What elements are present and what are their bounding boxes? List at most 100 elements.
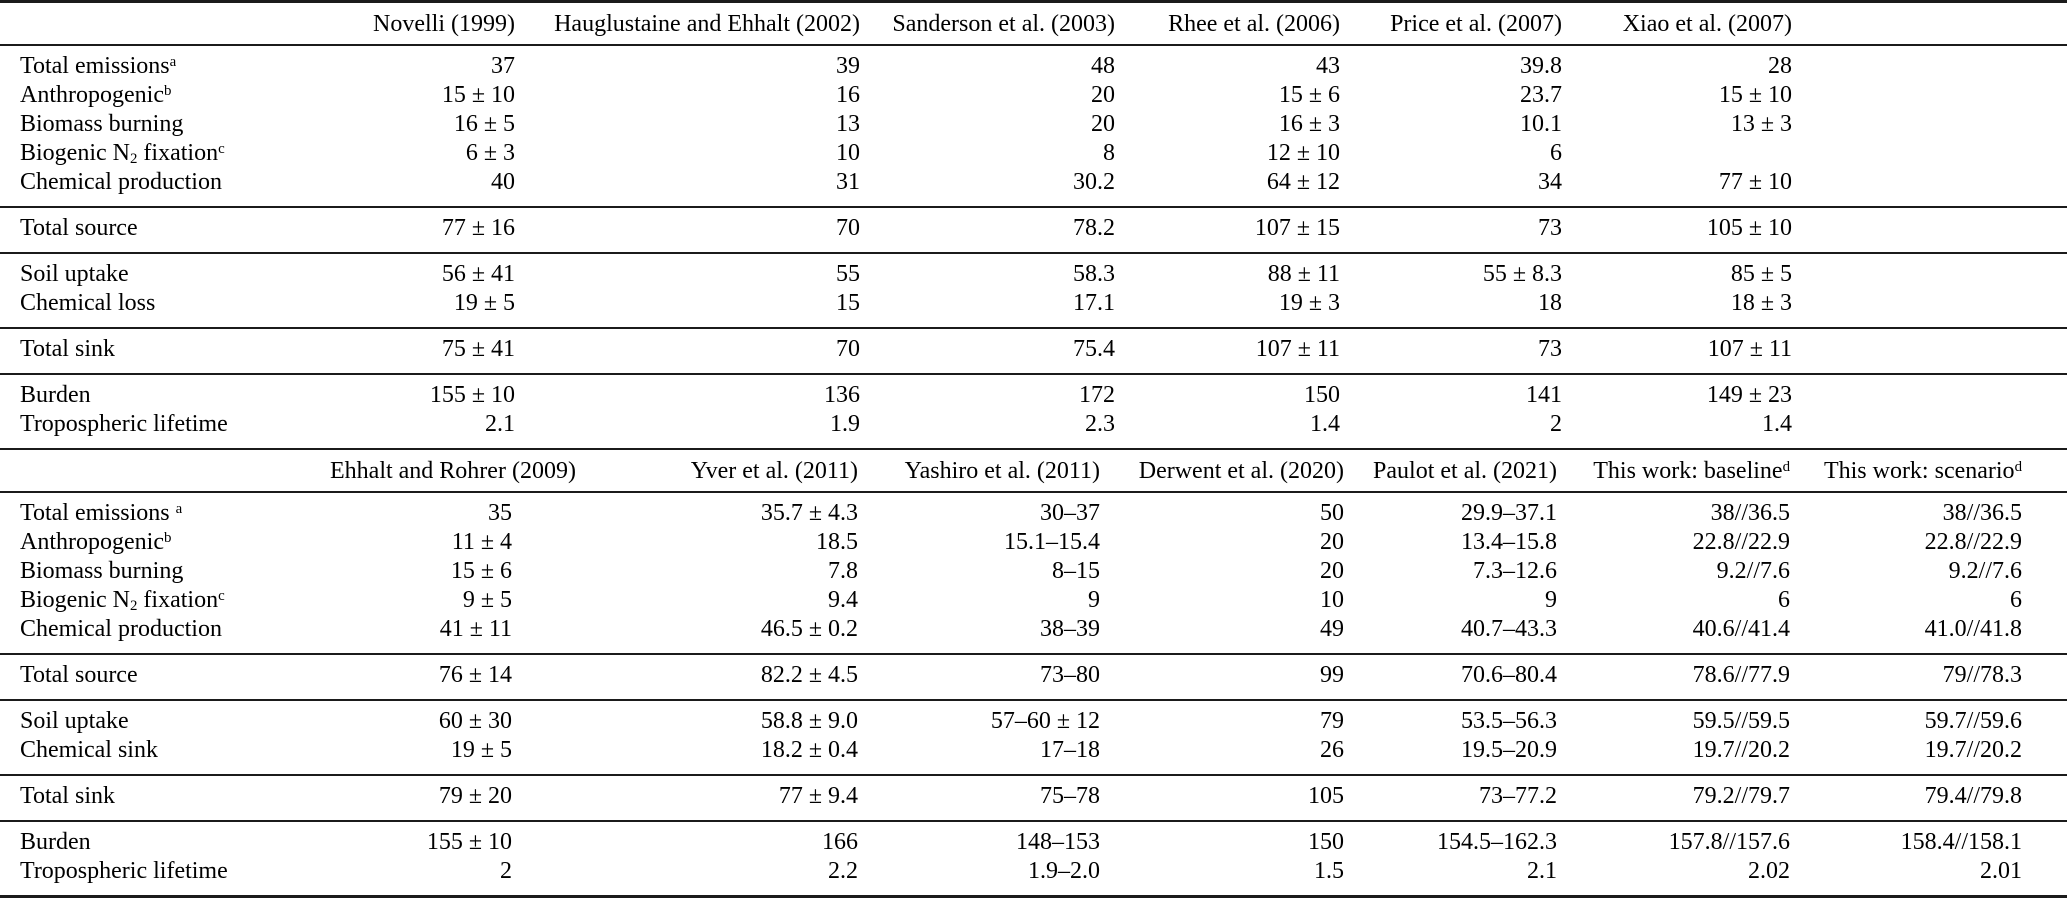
row-label-text: Anthropogenic bbox=[20, 82, 164, 108]
row-label: Burden bbox=[0, 374, 330, 410]
table-row: Burden 155 ± 10 136 172 150 141 149 ± 23 bbox=[0, 374, 2067, 410]
row-group: Total emissions a 35 35.7 ± 4.3 30–37 50 29.9… bbox=[0, 492, 2067, 654]
column-header: Derwent et al. (2020) bbox=[1100, 449, 1344, 492]
table-row: Tropospheric lifetime 2 2.2 1.9–2.0 1.5 2.1 2.… bbox=[0, 857, 2067, 897]
column-header-label: Price et al. (2007) bbox=[1390, 11, 1562, 37]
row-label: Chemical production bbox=[0, 168, 330, 207]
table-row: Soil uptake 60 ± 30 58.8 ± 9.0 57–60 ± 12 79… bbox=[0, 700, 2067, 736]
value-cell: 9 bbox=[1088, 587, 1100, 613]
row-label-text: Burden bbox=[20, 382, 91, 408]
row-label-text: fixation bbox=[137, 587, 219, 613]
value-cell: 57–60 ± 12 bbox=[990, 708, 1100, 734]
value-cell: 2.01 bbox=[1980, 858, 2022, 884]
value-cell: 172 bbox=[1079, 382, 1115, 408]
value-cell: 2.3 bbox=[1085, 411, 1115, 437]
value-cell: 18 ± 3 bbox=[1730, 290, 1792, 316]
value-cell: 6 bbox=[1550, 140, 1562, 166]
column-header-label: Ehhalt and Rohrer (2009) bbox=[330, 458, 576, 484]
table-row: Total source 77 ± 16 70 78.2 107 ± 15 73 105 ±… bbox=[0, 207, 2067, 253]
column-header: Ehhalt and Rohrer (2009) bbox=[330, 449, 576, 492]
column-header-label: Sanderson et al. (2003) bbox=[892, 11, 1115, 37]
table-row: Total emissionsa 37 39 48 43 39.8 28 bbox=[0, 45, 2067, 81]
value-cell: 31 bbox=[836, 169, 860, 195]
column-header-label: Paulot et al. (2021) bbox=[1373, 458, 1557, 484]
value-cell: 40 bbox=[491, 169, 515, 195]
table-row: Chemical production 41 ± 11 46.5 ± 0.2 38–3… bbox=[0, 615, 2067, 654]
value-cell: 59.5//59.5 bbox=[1692, 708, 1790, 734]
table-row: Biomass burning 15 ± 6 7.8 8–15 20 7.3–12.6 9.… bbox=[0, 557, 2067, 586]
row-label: Biogenic N2 fixationc bbox=[0, 139, 330, 168]
value-cell: 35 bbox=[488, 500, 512, 526]
value-cell: 75–78 bbox=[1040, 783, 1100, 809]
empty-header-cell bbox=[2022, 449, 2067, 492]
value-cell: 75 ± 41 bbox=[441, 336, 515, 362]
row-label-subscript: 2 bbox=[129, 597, 138, 614]
row-label-text: Total source bbox=[20, 215, 138, 241]
value-cell: 1.4 bbox=[1762, 411, 1792, 437]
column-header: Novelli (1999) bbox=[330, 2, 515, 46]
value-cell: 40.7–43.3 bbox=[1461, 616, 1557, 642]
value-cell: 15 ± 10 bbox=[441, 82, 515, 108]
row-label: Anthropogenicb bbox=[0, 81, 330, 110]
column-header-label: Xiao et al. (2007) bbox=[1622, 11, 1792, 37]
value-cell: 2 bbox=[500, 858, 512, 884]
column-header-label: Yashiro et al. (2011) bbox=[904, 458, 1100, 484]
empty-header-cell bbox=[0, 449, 330, 492]
footnote-marker: a bbox=[169, 54, 177, 71]
value-cell: 11 ± 4 bbox=[451, 529, 512, 555]
value-cell: 19 ± 3 bbox=[1278, 290, 1340, 316]
value-cell: 157.8//157.6 bbox=[1668, 829, 1790, 855]
row-group: Burden 155 ± 10 166 148–153 150 154.5–162.3 15… bbox=[0, 821, 2067, 897]
value-cell: 148–153 bbox=[1016, 829, 1100, 855]
row-group: Total sink 79 ± 20 77 ± 9.4 75–78 105 73–77.2… bbox=[0, 775, 2067, 821]
row-group: Total sink 75 ± 41 70 75.4 107 ± 11 73 107 ± 1… bbox=[0, 328, 2067, 374]
value-cell: 16 ± 3 bbox=[1278, 111, 1340, 137]
spacer-cell bbox=[1792, 410, 2067, 448]
value-cell: 37 bbox=[491, 53, 515, 79]
table-row: Anthropogenicb 15 ± 10 16 20 15 ± 6 23.7 15 ± … bbox=[0, 81, 2067, 110]
value-cell: 75.4 bbox=[1073, 336, 1115, 362]
value-cell: 13.4–15.8 bbox=[1461, 529, 1557, 555]
value-cell: 19 ± 5 bbox=[453, 290, 515, 316]
column-header: Paulot et al. (2021) bbox=[1344, 449, 1557, 492]
row-label: Tropospheric lifetime bbox=[0, 857, 330, 897]
table-row: Chemical sink 19 ± 5 18.2 ± 0.4 17–18 26 19.5… bbox=[0, 736, 2067, 775]
row-group: Total emissionsa 37 39 48 43 39.8 28 Anthropoge… bbox=[0, 45, 2067, 207]
value-cell: 79//78.3 bbox=[1942, 662, 2022, 688]
value-cell: 2 bbox=[1550, 411, 1562, 437]
row-label: Total sink bbox=[0, 328, 330, 374]
row-label-subscript: 2 bbox=[129, 150, 138, 167]
value-cell: 73 bbox=[1538, 336, 1562, 362]
value-cell: 17.1 bbox=[1073, 290, 1115, 316]
value-cell: 35.7 ± 4.3 bbox=[760, 500, 858, 526]
value-cell: 53.5–56.3 bbox=[1461, 708, 1557, 734]
spacer-cell bbox=[2022, 528, 2067, 557]
value-cell: 59.7//59.6 bbox=[1924, 708, 2022, 734]
value-cell: 79 ± 20 bbox=[438, 783, 512, 809]
header-row: Ehhalt and Rohrer (2009) Yver et al. (201… bbox=[0, 449, 2067, 492]
spacer-cell bbox=[1792, 139, 2067, 168]
value-cell: 107 ± 11 bbox=[1707, 336, 1792, 362]
value-cell: 20 bbox=[1091, 82, 1115, 108]
spacer-cell bbox=[2022, 736, 2067, 775]
value-cell: 76 ± 14 bbox=[438, 662, 512, 688]
spacer-cell bbox=[2022, 586, 2067, 615]
footnote-marker: b bbox=[163, 530, 172, 547]
value-cell: 136 bbox=[824, 382, 860, 408]
value-cell: 155 ± 10 bbox=[429, 382, 515, 408]
value-cell: 17–18 bbox=[1040, 737, 1100, 763]
value-cell: 105 ± 10 bbox=[1706, 215, 1792, 241]
row-label: Biomass burning bbox=[0, 110, 330, 139]
column-header-label: Novelli (1999) bbox=[373, 11, 515, 37]
value-cell: 18.2 ± 0.4 bbox=[760, 737, 858, 763]
value-cell: 22.8//22.9 bbox=[1924, 529, 2022, 555]
column-header: Price et al. (2007) bbox=[1340, 2, 1562, 46]
row-label: Tropospheric lifetime bbox=[0, 410, 330, 448]
row-group: Burden 155 ± 10 136 172 150 141 149 ± 23 Tropos… bbox=[0, 374, 2067, 448]
value-cell: 34 bbox=[1538, 169, 1562, 195]
column-header: This work: baselined bbox=[1557, 449, 1790, 492]
row-label-text: Total emissions bbox=[20, 500, 176, 526]
value-cell: 107 ± 11 bbox=[1255, 336, 1340, 362]
value-cell: 166 bbox=[822, 829, 858, 855]
